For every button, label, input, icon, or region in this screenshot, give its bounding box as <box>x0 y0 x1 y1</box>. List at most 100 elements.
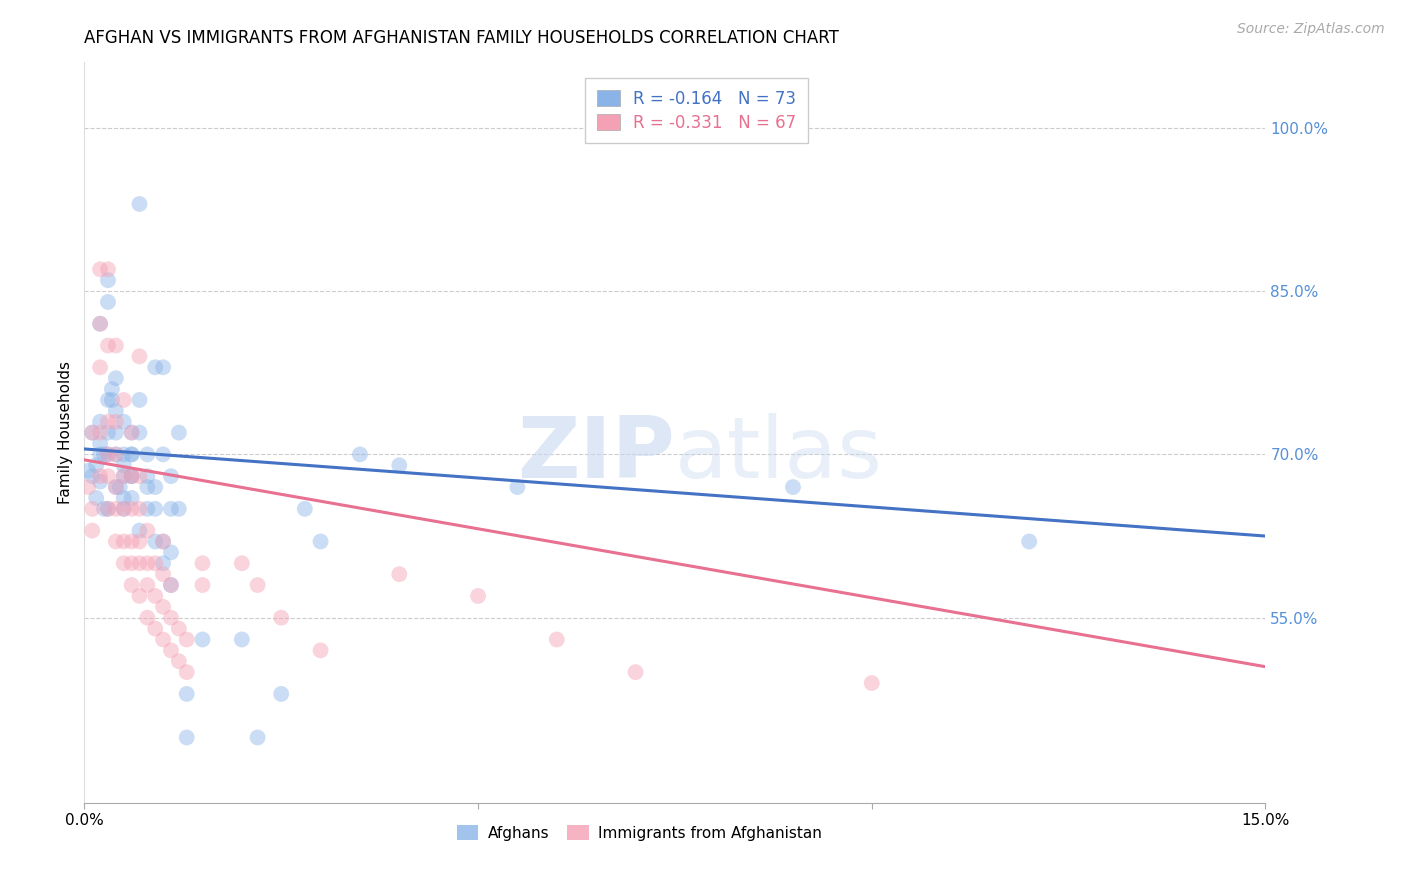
Point <box>136 501 159 516</box>
Point <box>191 632 214 647</box>
Point <box>191 578 214 592</box>
Point <box>782 480 804 494</box>
Point <box>121 534 143 549</box>
Point <box>97 425 120 440</box>
Point <box>89 317 111 331</box>
Point <box>143 480 166 494</box>
Point <box>152 534 174 549</box>
Point <box>104 425 127 440</box>
Point <box>77 480 100 494</box>
Point <box>121 447 143 461</box>
Point <box>152 599 174 614</box>
Point <box>104 371 127 385</box>
Point <box>89 475 111 489</box>
Point <box>176 632 198 647</box>
Point <box>112 392 135 407</box>
Point <box>97 447 120 461</box>
Point <box>128 501 150 516</box>
Point <box>112 469 135 483</box>
Point <box>143 589 166 603</box>
Point <box>388 458 411 473</box>
Point <box>160 611 183 625</box>
Point <box>246 578 269 592</box>
Point <box>82 425 104 440</box>
Point <box>97 338 120 352</box>
Point <box>112 469 135 483</box>
Point <box>104 447 127 461</box>
Point <box>112 458 135 473</box>
Point <box>128 197 150 211</box>
Point <box>624 665 647 680</box>
Point <box>143 360 166 375</box>
Point <box>104 338 127 352</box>
Point <box>160 501 183 516</box>
Point <box>160 469 183 483</box>
Point <box>176 687 198 701</box>
Point <box>112 556 135 570</box>
Point <box>97 501 120 516</box>
Point <box>112 491 135 505</box>
Point <box>101 382 124 396</box>
Point <box>388 567 411 582</box>
Point <box>97 447 120 461</box>
Point <box>121 425 143 440</box>
Point <box>270 611 292 625</box>
Point <box>104 480 127 494</box>
Point <box>121 491 143 505</box>
Point <box>136 578 159 592</box>
Point <box>97 392 120 407</box>
Point <box>546 632 568 647</box>
Text: ZIP: ZIP <box>517 413 675 496</box>
Point <box>89 436 111 450</box>
Point <box>152 447 174 461</box>
Point <box>294 501 316 516</box>
Point <box>136 524 159 538</box>
Point <box>97 273 120 287</box>
Point <box>104 404 127 418</box>
Point <box>128 556 150 570</box>
Point <box>82 425 104 440</box>
Point <box>84 458 107 473</box>
Point <box>136 447 159 461</box>
Point <box>97 469 120 483</box>
Point <box>246 731 269 745</box>
Point <box>97 295 120 310</box>
Point <box>136 611 159 625</box>
Point <box>89 262 111 277</box>
Point <box>128 524 150 538</box>
Point <box>104 480 127 494</box>
Point <box>136 469 159 483</box>
Point <box>89 469 111 483</box>
Point <box>121 469 143 483</box>
Point <box>104 415 127 429</box>
Point <box>143 622 166 636</box>
Point <box>128 425 150 440</box>
Point <box>167 501 190 516</box>
Point <box>167 622 190 636</box>
Point <box>82 524 104 538</box>
Point <box>152 632 174 647</box>
Text: Source: ZipAtlas.com: Source: ZipAtlas.com <box>1237 22 1385 37</box>
Point <box>104 447 127 461</box>
Point <box>112 415 135 429</box>
Point <box>128 392 150 407</box>
Point <box>97 415 120 429</box>
Point <box>136 556 159 570</box>
Point <box>152 360 174 375</box>
Point <box>121 556 143 570</box>
Point <box>112 501 135 516</box>
Point <box>191 556 214 570</box>
Point <box>112 501 135 516</box>
Point <box>167 654 190 668</box>
Point <box>97 262 120 277</box>
Point <box>143 501 166 516</box>
Point <box>176 731 198 745</box>
Point <box>160 643 183 657</box>
Point <box>128 469 150 483</box>
Point <box>89 317 111 331</box>
Point <box>101 392 124 407</box>
Text: atlas: atlas <box>675 413 883 496</box>
Point <box>121 469 143 483</box>
Point <box>104 534 127 549</box>
Point <box>160 578 183 592</box>
